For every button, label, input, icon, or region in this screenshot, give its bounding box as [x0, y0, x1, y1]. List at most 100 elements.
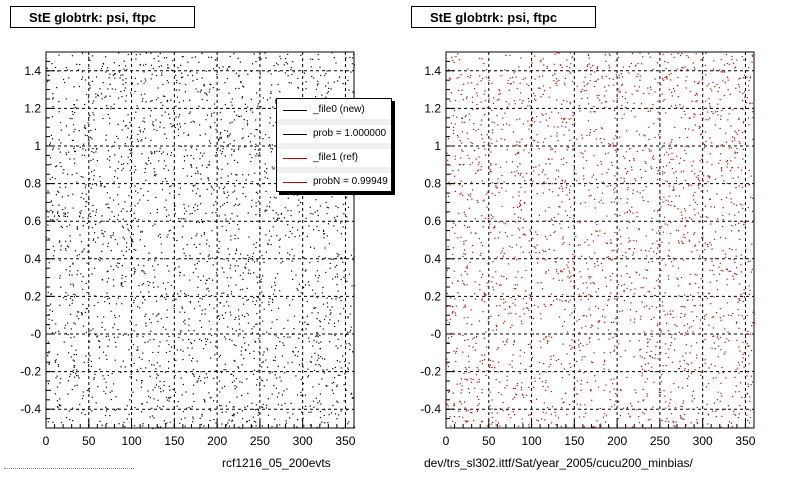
- scatter-point: [198, 375, 201, 377]
- scatter-point: [74, 111, 76, 114]
- scatter-point: [136, 379, 138, 381]
- scatter-point: [495, 420, 497, 422]
- scatter-point: [525, 290, 527, 292]
- scatter-point: [237, 309, 240, 311]
- scatter-point: [545, 371, 547, 373]
- scatter-point: [683, 170, 685, 172]
- scatter-point: [234, 185, 236, 187]
- scatter-point: [520, 57, 522, 59]
- scatter-point: [464, 249, 466, 251]
- scatter-point: [336, 229, 339, 232]
- scatter-point: [521, 102, 523, 104]
- scatter-point: [220, 405, 222, 407]
- scatter-point: [679, 415, 681, 417]
- scatter-point: [732, 395, 734, 398]
- scatter-point: [613, 249, 615, 251]
- scatter-point: [645, 277, 647, 279]
- scatter-point: [173, 406, 175, 408]
- scatter-point: [251, 402, 253, 404]
- scatter-point: [177, 293, 179, 295]
- scatter-point: [141, 382, 143, 384]
- scatter-point: [707, 175, 709, 177]
- scatter-point: [166, 316, 168, 319]
- scatter-point: [613, 100, 615, 102]
- scatter-point: [547, 340, 549, 342]
- scatter-point: [747, 386, 750, 388]
- scatter-point: [540, 59, 542, 61]
- scatter-point: [542, 75, 544, 77]
- scatter-point: [192, 421, 194, 423]
- scatter-point: [331, 389, 333, 391]
- scatter-point: [548, 366, 550, 368]
- scatter-point: [455, 224, 457, 226]
- scatter-point: [747, 330, 749, 332]
- scatter-point: [706, 85, 708, 87]
- scatter-point: [569, 52, 571, 54]
- scatter-point: [341, 192, 343, 194]
- scatter-point: [213, 418, 215, 421]
- scatter-point: [650, 247, 652, 249]
- scatter-point: [543, 338, 545, 340]
- scatter-point: [734, 273, 736, 275]
- scatter-point: [661, 419, 663, 421]
- scatter-point: [206, 114, 208, 116]
- scatter-point: [643, 134, 645, 136]
- scatter-point: [206, 188, 208, 190]
- scatter-point: [179, 123, 181, 125]
- scatter-point: [302, 232, 304, 234]
- scatter-point: [727, 89, 729, 91]
- scatter-point: [562, 121, 564, 123]
- scatter-point: [515, 153, 517, 155]
- scatter-point: [217, 315, 219, 317]
- scatter-point: [748, 293, 750, 296]
- scatter-point: [137, 140, 139, 142]
- scatter-point: [566, 264, 568, 266]
- scatter-point: [556, 81, 558, 83]
- scatter-point: [606, 172, 608, 174]
- scatter-point: [151, 407, 153, 409]
- scatter-point: [133, 117, 136, 119]
- scatter-point: [300, 201, 302, 204]
- scatter-point: [751, 221, 753, 223]
- scatter-point: [514, 396, 516, 398]
- scatter-point: [516, 284, 518, 286]
- scatter-point: [739, 91, 741, 93]
- scatter-point: [56, 219, 58, 221]
- scatter-point: [491, 182, 493, 184]
- scatter-point: [85, 308, 87, 310]
- x-tick-label: 100: [522, 434, 542, 448]
- scatter-point: [666, 181, 668, 183]
- scatter-point: [513, 72, 515, 74]
- scatter-point: [574, 255, 576, 257]
- scatter-point: [514, 103, 516, 105]
- scatter-point: [468, 392, 471, 394]
- scatter-point: [169, 229, 171, 231]
- scatter-point: [688, 283, 691, 285]
- scatter-point: [548, 424, 550, 426]
- scatter-point: [705, 52, 707, 54]
- scatter-point: [227, 260, 230, 262]
- scatter-point: [166, 57, 168, 59]
- scatter-point: [204, 133, 206, 135]
- scatter-point: [641, 372, 643, 374]
- scatter-point: [210, 396, 212, 398]
- scatter-point: [245, 110, 248, 112]
- scatter-point: [353, 256, 355, 258]
- scatter-point: [211, 334, 213, 337]
- scatter-point: [487, 118, 490, 120]
- scatter-point: [450, 122, 452, 124]
- scatter-point: [256, 378, 258, 381]
- scatter-point: [195, 172, 197, 175]
- scatter-point: [450, 297, 452, 299]
- scatter-point: [223, 203, 225, 205]
- scatter-point: [81, 412, 83, 414]
- scatter-point: [693, 116, 695, 118]
- scatter-point: [643, 277, 645, 279]
- scatter-point: [129, 210, 132, 212]
- scatter-point: [734, 139, 736, 141]
- scatter-point: [464, 306, 467, 308]
- scatter-point: [600, 425, 602, 427]
- scatter-point: [476, 95, 479, 97]
- scatter-point: [352, 259, 354, 261]
- scatter-point: [213, 400, 215, 402]
